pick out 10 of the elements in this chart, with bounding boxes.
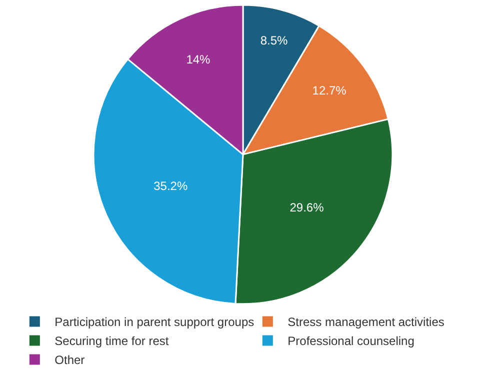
data-label: 35.2% [154, 179, 188, 194]
legend-label: Participation in parent support groups [54, 315, 254, 330]
data-label: 14% [186, 52, 211, 67]
data-label: 29.6% [290, 200, 324, 214]
data-label: 8.5% [260, 33, 288, 48]
legend-label: Professional counseling [288, 334, 414, 348]
data-label: 12.7% [312, 83, 347, 98]
legend-label: Other [54, 353, 85, 368]
legend-label: Stress management activities [288, 315, 444, 330]
legend-label: Securing time for rest [54, 334, 170, 348]
